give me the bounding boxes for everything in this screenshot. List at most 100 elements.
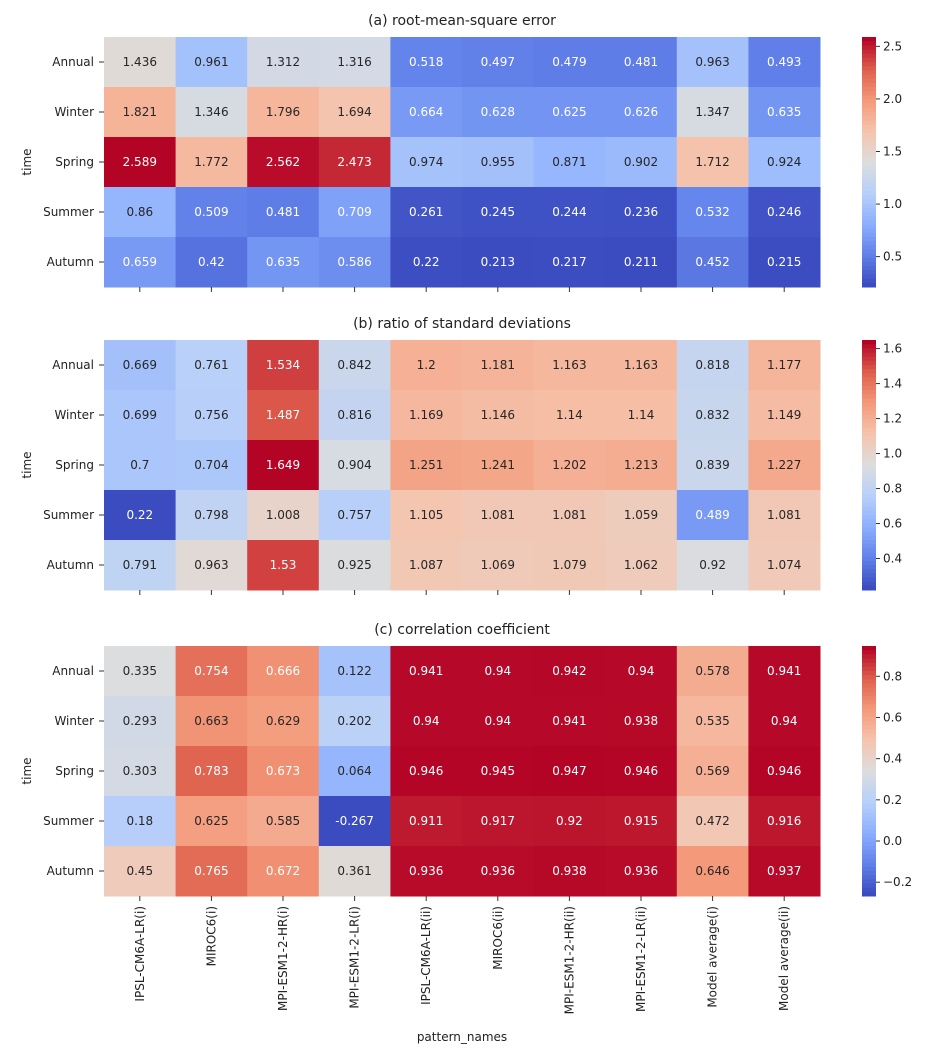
heatmap-cell	[175, 137, 248, 188]
colorbar-segment	[862, 854, 876, 859]
heatmap-cell	[247, 796, 320, 847]
cell-value-label: 1.074	[767, 558, 801, 572]
heatmap-cell	[748, 37, 821, 88]
row-tick-label: Annual	[52, 358, 94, 372]
colorbar-segment	[862, 683, 876, 689]
colorbar-segment	[862, 66, 876, 71]
colorbar-segment	[862, 577, 876, 583]
heatmap-cell	[390, 440, 463, 491]
heatmap-cell	[175, 340, 248, 391]
colorbar-segment	[862, 241, 876, 246]
heatmap-cell	[605, 490, 678, 541]
heatmap-cell	[748, 540, 821, 591]
cell-value-label: 1.163	[624, 358, 658, 372]
cell-value-label: 0.963	[194, 558, 228, 572]
cell-value-label: 0.673	[266, 764, 300, 778]
colorbar-tick-label: 1.2	[883, 412, 902, 426]
colorbar-segment	[862, 473, 876, 478]
colorbar-segment	[862, 45, 876, 50]
colorbar-segment	[862, 253, 876, 259]
colorbar-segment	[862, 344, 876, 349]
heatmap-cell	[462, 187, 535, 238]
cell-value-label: 1.059	[624, 508, 658, 522]
colorbar-segment	[862, 646, 876, 651]
heatmap-cell	[104, 187, 177, 238]
colorbar-segment	[862, 398, 876, 403]
heatmap-cell	[104, 796, 177, 847]
cell-value-label: 0.628	[481, 105, 515, 119]
chart-title: (b) ratio of standard deviations	[353, 316, 571, 332]
cell-value-label: 0.938	[552, 864, 586, 878]
colorbar-segment	[862, 485, 876, 491]
column-tick-label: IPSL-CM6A-LR(ii)	[419, 906, 433, 1005]
cell-value-label: 0.22	[126, 508, 153, 522]
cell-value-label: 1.487	[266, 408, 300, 422]
row-tick-label: Autumn	[47, 558, 94, 572]
colorbar-segment	[862, 846, 876, 851]
heatmap-cell	[748, 490, 821, 541]
colorbar-segment	[862, 585, 876, 591]
cell-value-label: 0.585	[266, 814, 300, 828]
cell-value-label: 0.42	[198, 255, 225, 269]
heatmap-cell	[605, 137, 678, 188]
colorbar-tick-label: 0.4	[883, 752, 902, 766]
heatmap-cell	[533, 340, 606, 391]
colorbar-segment	[862, 791, 876, 797]
heatmap-cell	[175, 646, 248, 697]
heatmap-cell	[748, 440, 821, 491]
cell-value-label: 1.796	[266, 105, 300, 119]
heatmap-cell	[247, 37, 320, 88]
colorbar-segment	[862, 419, 876, 424]
heatmap-cell	[748, 796, 821, 847]
cell-value-label: 0.064	[337, 764, 371, 778]
row-tick-label: Summer	[43, 814, 94, 828]
heatmap-c: (c) correlation coefficient time Annual 0.3…	[20, 622, 912, 1044]
colorbar-segment	[862, 816, 876, 822]
colorbar-segment	[862, 729, 876, 734]
colorbar-segment	[862, 278, 876, 284]
cell-value-label: 1.316	[337, 55, 371, 69]
cell-value-label: 0.497	[481, 55, 515, 69]
cell-value-label: 0.493	[767, 55, 801, 69]
colorbar-segment	[862, 249, 876, 255]
colorbar-segment	[862, 174, 876, 180]
cell-value-label: 0.783	[194, 764, 228, 778]
heatmap-cell	[533, 440, 606, 491]
colorbar-segment	[862, 373, 876, 378]
heatmap-cell	[104, 540, 177, 591]
cell-value-label: 0.664	[409, 105, 443, 119]
heatmap-cell	[175, 746, 248, 797]
heatmap-cell	[318, 646, 391, 697]
colorbar-segment	[862, 808, 876, 814]
colorbar-segment	[862, 565, 876, 570]
colorbar-segment	[862, 725, 876, 730]
heatmap-cell	[104, 340, 177, 391]
colorbar-segment	[862, 871, 876, 876]
cell-value-label: 0.955	[481, 155, 515, 169]
colorbar-segment	[862, 833, 876, 839]
colorbar-segment	[862, 737, 876, 743]
colorbar-segment	[862, 149, 876, 155]
heatmap-cell	[104, 137, 177, 188]
column-tick-label: Model average(i)	[706, 906, 720, 1008]
row-tick-label: Winter	[54, 408, 94, 422]
colorbar-segment	[862, 95, 876, 100]
cell-value-label: 0.842	[337, 358, 371, 372]
heatmap-cell	[676, 846, 749, 897]
heatmap-cell	[247, 237, 320, 288]
colorbar-segment	[862, 879, 876, 884]
colorbar-segment	[862, 891, 876, 897]
heatmap-cell	[104, 440, 177, 491]
colorbar-tick-label: 0.0	[883, 834, 902, 848]
colorbar-segment	[862, 220, 876, 225]
colorbar-segment	[862, 696, 876, 701]
colorbar-segment	[862, 41, 876, 46]
colorbar-segment	[862, 57, 876, 63]
colorbar: 0.5 1.0 1.5 2.0 2.5	[862, 37, 902, 288]
colorbar-segment	[862, 654, 876, 659]
cell-value-label: 0.924	[767, 155, 801, 169]
cell-value-label: 0.937	[767, 864, 801, 878]
cell-value-label: 0.672	[266, 864, 300, 878]
cell-value-label: 0.245	[481, 205, 515, 219]
colorbar-segment	[862, 829, 876, 834]
